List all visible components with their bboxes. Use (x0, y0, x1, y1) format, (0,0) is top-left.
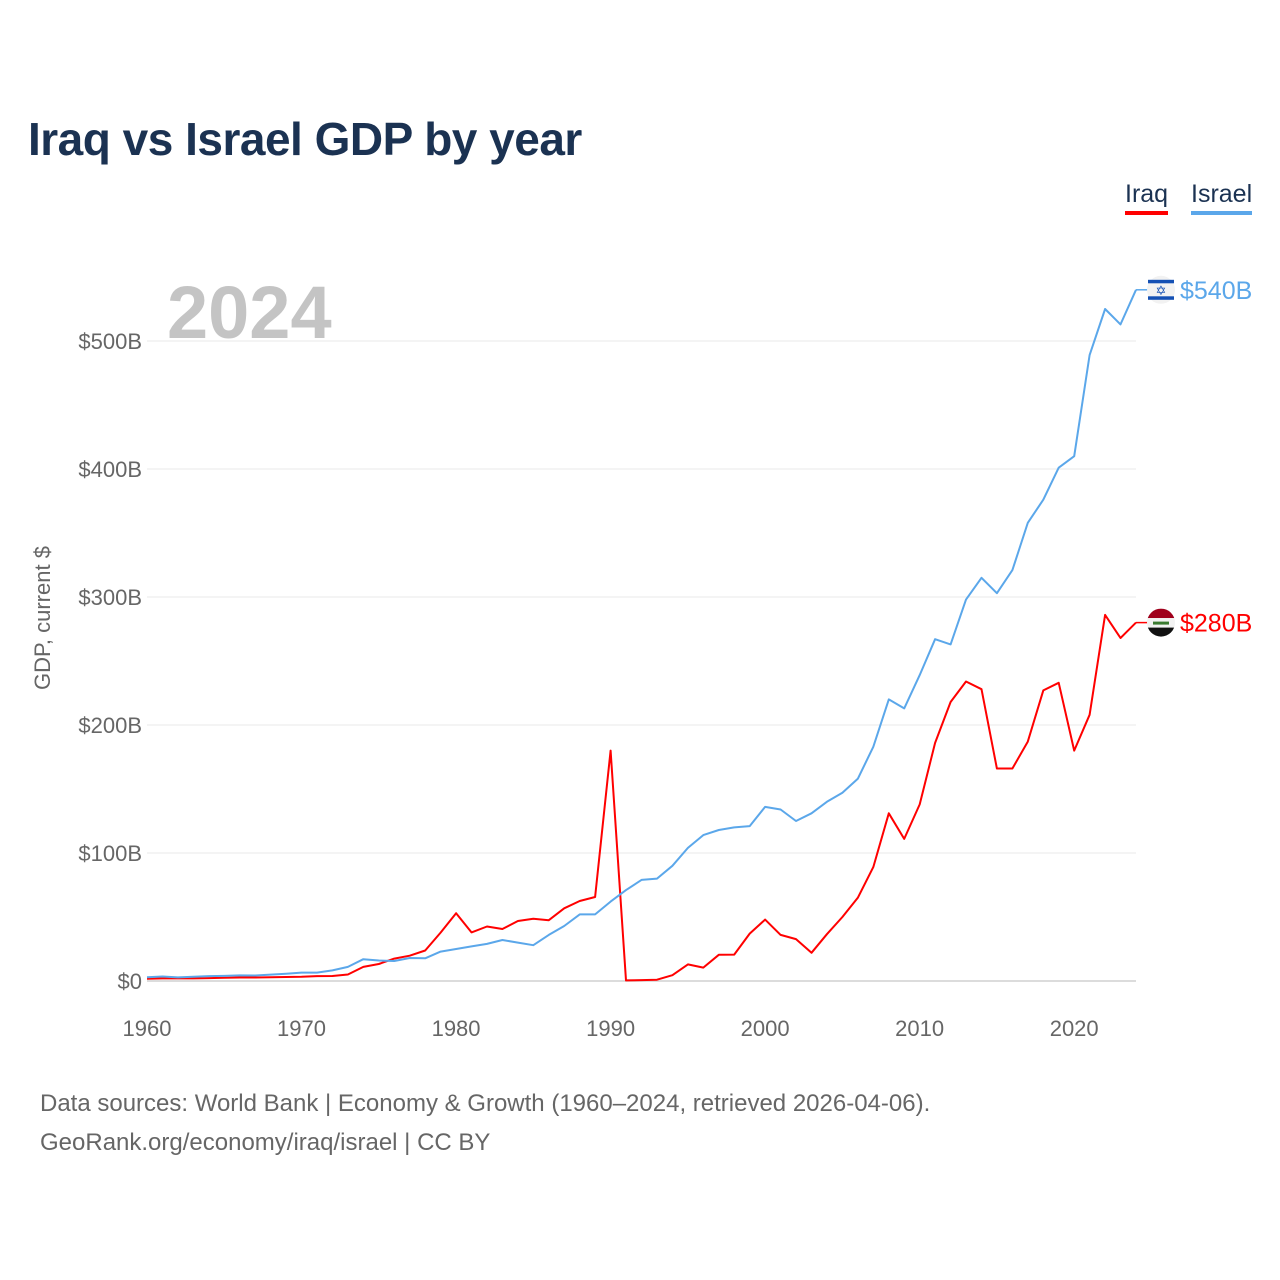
x-tick-label: 1960 (123, 1016, 172, 1041)
israel-flag-icon: ✡ (1147, 275, 1175, 304)
y-tick-label: $100B (78, 841, 142, 866)
y-tick-label: $500B (78, 329, 142, 354)
y-tick-label: $400B (78, 457, 142, 482)
end-value-label: $540B (1180, 277, 1252, 305)
series-line-israel (146, 289, 1137, 979)
x-tick-label: 2020 (1050, 1016, 1099, 1041)
x-tick-label: 1990 (586, 1016, 635, 1041)
legend-israel[interactable]: Israel (1191, 180, 1253, 215)
x-tick-label: 1980 (432, 1016, 481, 1041)
y-tick-label: $200B (78, 713, 142, 738)
x-tick-label: 2000 (741, 1016, 790, 1041)
y-axis-label: GDP, current $ (30, 546, 55, 690)
source-link[interactable]: GeoRank.org/economy/iraq/israel | CC BY (40, 1129, 491, 1156)
star-of-david-icon: ✡ (1156, 283, 1167, 298)
flag-stripe (1148, 279, 1174, 284)
flag-stripe (1147, 608, 1175, 619)
x-tick-label: 1970 (277, 1016, 326, 1041)
source-line: Data sources: World Bank | Economy & Gro… (40, 1090, 931, 1117)
x-tick-label: 2010 (895, 1016, 944, 1041)
flag-script (1153, 621, 1169, 625)
series-line-iraq (146, 613, 1137, 982)
flag-body (1147, 608, 1175, 637)
y-tick-label: $0 (118, 969, 142, 994)
year-watermark: 2024 (167, 271, 332, 354)
legend-iraq[interactable]: Iraq (1125, 180, 1169, 215)
y-tick-label: $300B (78, 585, 142, 610)
chart-title: Iraq vs Israel GDP by year (28, 113, 582, 165)
flag-stripe (1147, 627, 1175, 637)
end-value-label: $280B (1180, 610, 1252, 638)
flag-stripe (1148, 296, 1174, 300)
iraq-flag-icon (1147, 608, 1175, 637)
source-note: Data sources: World Bank | Economy & Gro… (40, 1084, 930, 1162)
